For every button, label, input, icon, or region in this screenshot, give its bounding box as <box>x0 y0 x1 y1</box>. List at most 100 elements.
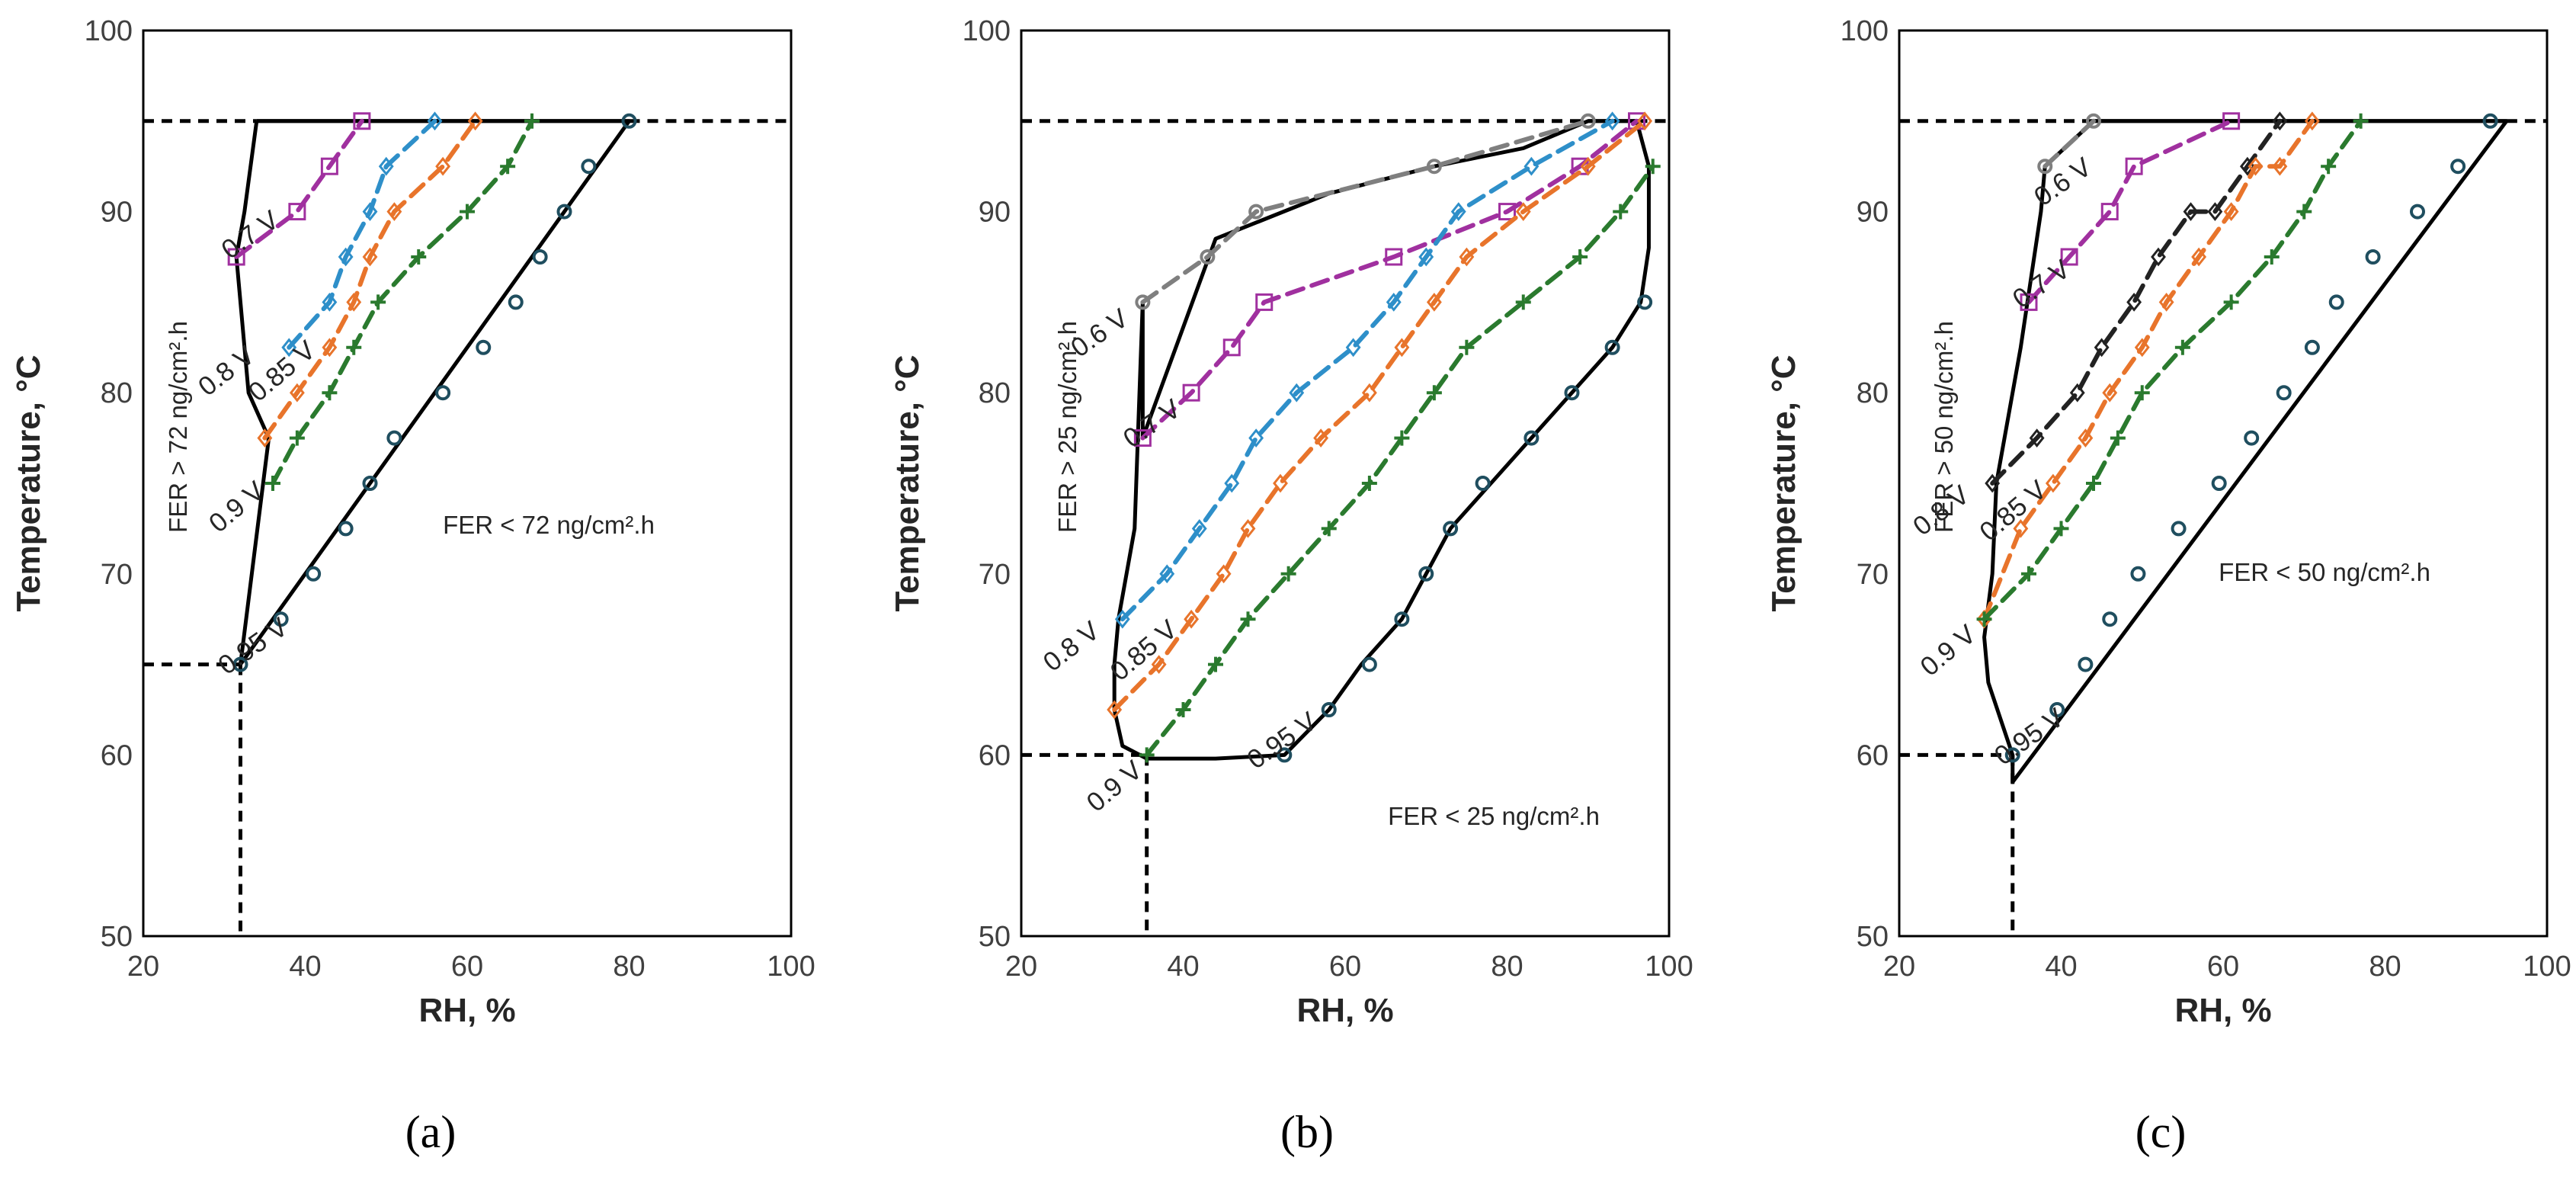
series-trend-line <box>1990 118 2283 486</box>
data-point <box>1248 428 1264 448</box>
panel-label: (b) <box>1280 1107 1334 1157</box>
series-trend-line <box>1982 118 2363 622</box>
chart-panel-a: 20 40 60 80 100 50 60 70 80 90 100 RH, % Temperature… <box>10 15 815 1157</box>
data-point <box>508 294 524 310</box>
data-point <box>1240 611 1256 627</box>
data-point <box>227 248 245 266</box>
y-tick-label: 70 <box>101 559 133 591</box>
data-point <box>621 113 637 129</box>
data-point <box>1459 247 1475 267</box>
data-point <box>2100 203 2119 221</box>
data-point <box>1394 611 1410 627</box>
data-point <box>1159 564 1175 584</box>
plot-frame <box>142 29 793 938</box>
data-point <box>1240 518 1256 538</box>
y-axis-label: Temperature, °C <box>10 354 47 611</box>
data-point <box>2029 428 2045 448</box>
data-point <box>2223 202 2239 222</box>
x-tick-label: 100 <box>1645 951 1693 983</box>
data-point <box>257 428 273 448</box>
x-tick-label: 60 <box>1329 951 1361 983</box>
series-trend-line <box>1144 164 1655 758</box>
data-point <box>2086 476 2101 491</box>
panel-label: (a) <box>405 1107 457 1157</box>
data-point <box>1394 338 1410 358</box>
data-point <box>1114 609 1130 629</box>
data-point <box>2276 385 2292 401</box>
data-point <box>1182 383 1200 402</box>
data-point <box>2021 566 2036 582</box>
data-point <box>2223 294 2239 310</box>
y-tick-label: 100 <box>963 15 1011 47</box>
data-point <box>1321 702 1337 717</box>
data-point <box>1418 566 1434 582</box>
data-point <box>2174 339 2190 355</box>
data-point <box>476 339 492 355</box>
data-point <box>2037 159 2053 175</box>
series-trend-line <box>287 118 437 350</box>
y-tick-label: 90 <box>101 197 133 229</box>
data-point <box>1151 655 1167 675</box>
y-axis-label: Temperature, °C <box>889 354 926 611</box>
data-point <box>2304 339 2320 355</box>
x-tick-label: 40 <box>2045 951 2077 983</box>
data-point <box>1361 656 1377 672</box>
data-point <box>1248 204 1264 220</box>
x-tick-label: 100 <box>2523 951 2571 983</box>
data-point <box>322 292 338 312</box>
y-tick-label: 60 <box>1857 739 1889 771</box>
y-tick-label: 100 <box>85 15 133 47</box>
data-point <box>2060 248 2078 266</box>
data-point <box>362 202 378 222</box>
data-point <box>1200 249 1216 265</box>
y-tick-label: 80 <box>101 377 133 409</box>
data-point <box>346 339 362 355</box>
series-trend-line <box>2027 118 2234 305</box>
data-point <box>500 159 516 175</box>
data-point <box>1564 385 1580 401</box>
data-point <box>1222 338 1241 357</box>
y-tick-label: 90 <box>1857 197 1889 229</box>
data-point <box>1216 564 1232 584</box>
data-point <box>2207 202 2223 222</box>
data-point <box>2222 112 2241 130</box>
data-point <box>1394 430 1410 446</box>
data-point <box>370 294 386 310</box>
data-point <box>2102 611 2118 627</box>
data-point <box>386 430 402 446</box>
data-point <box>1426 385 1442 401</box>
x-tick-label: 100 <box>767 951 815 983</box>
data-point <box>556 204 572 220</box>
x-tick-label: 40 <box>1167 951 1199 983</box>
series-trend-line <box>234 118 364 259</box>
data-point <box>1289 383 1305 402</box>
data-point <box>1515 202 1531 222</box>
data-point <box>1580 113 1596 129</box>
series-trend-line <box>1140 118 1591 305</box>
y-axis-label: Temperature, °C <box>1765 354 1802 611</box>
data-point <box>288 203 306 221</box>
data-point <box>232 656 248 672</box>
data-point <box>1321 521 1337 537</box>
data-point <box>1426 292 1442 312</box>
data-point <box>1255 293 1274 311</box>
data-point <box>265 476 280 491</box>
data-point <box>2078 428 2094 448</box>
x-tick-label: 80 <box>1491 951 1523 983</box>
region-label-below: FER < 50 ng/cm².h <box>2219 558 2430 586</box>
data-point <box>362 247 378 267</box>
data-point <box>1645 159 1661 175</box>
data-point <box>2045 473 2061 493</box>
data-point <box>1313 428 1329 448</box>
y-tick-label: 100 <box>1841 15 1889 47</box>
x-tick-label: 80 <box>2369 951 2401 983</box>
data-point <box>322 385 338 401</box>
data-point <box>1139 747 1155 763</box>
data-point <box>2328 294 2344 310</box>
data-point <box>2353 113 2369 129</box>
data-point <box>2086 113 2101 129</box>
data-point <box>2365 249 2381 265</box>
x-tick-label: 60 <box>451 951 483 983</box>
series-trend-line <box>1982 118 2315 622</box>
data-point <box>1580 156 1596 176</box>
